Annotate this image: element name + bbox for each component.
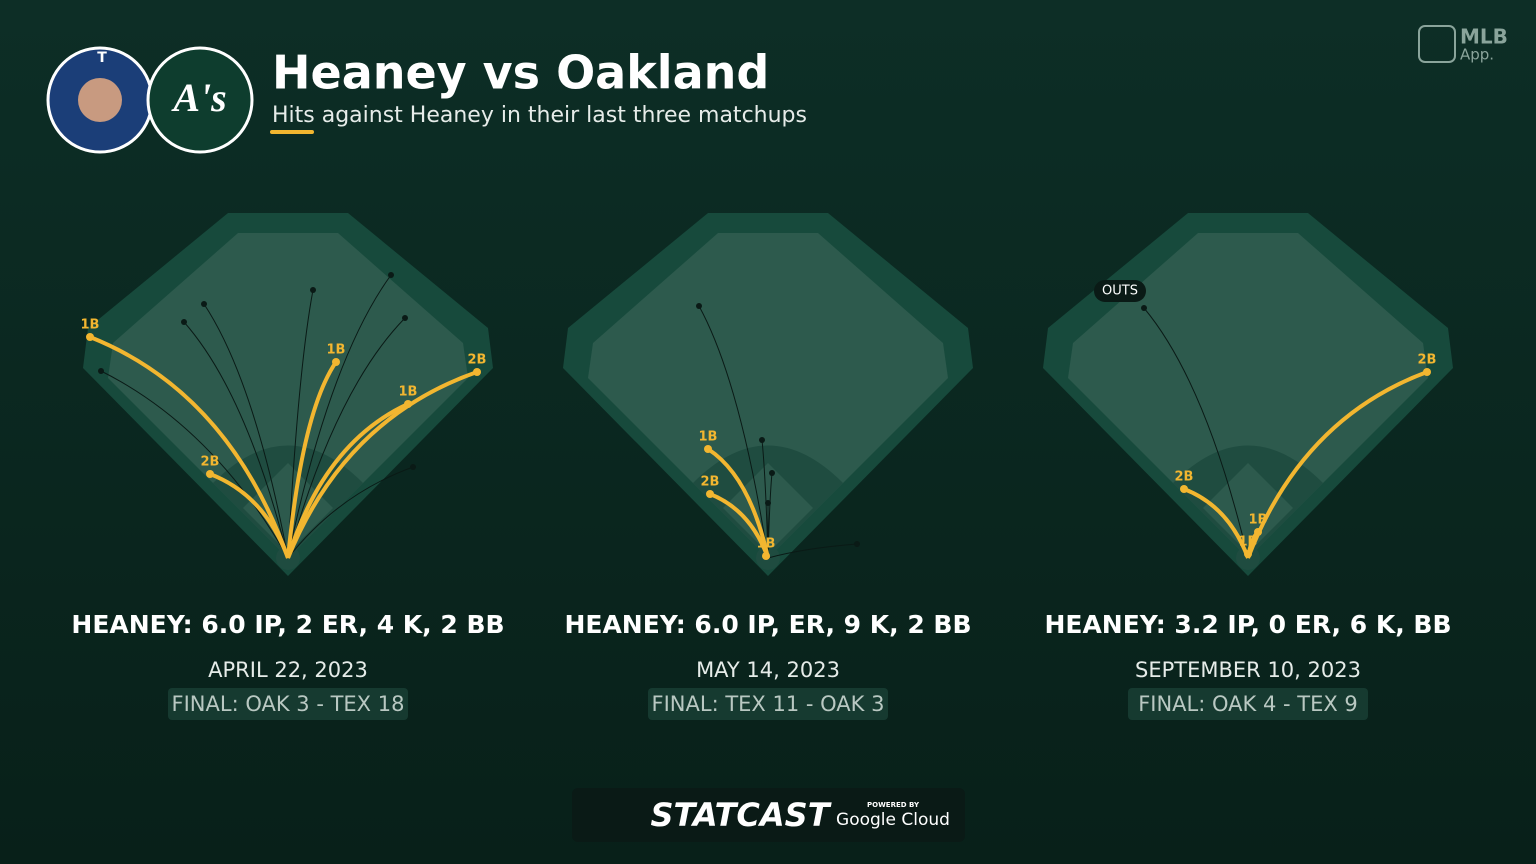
- game-stats: HEANEY: 6.0 IP, 2 ER, 4 K, 2 BB: [71, 610, 504, 639]
- out-dot: [759, 437, 765, 443]
- out-dot: [765, 500, 771, 506]
- game-date: APRIL 22, 2023: [208, 658, 368, 682]
- hit-dot: [1423, 368, 1431, 376]
- hit-dot: [706, 490, 714, 498]
- hit-label: 1B: [399, 385, 418, 400]
- mlb-icon: [1418, 25, 1456, 63]
- cap-logo: T: [97, 50, 107, 66]
- hit-dot: [1180, 485, 1188, 493]
- hit-dot: [1254, 528, 1262, 536]
- hit-path: [286, 370, 478, 559]
- final-box: [648, 688, 888, 720]
- hit-label: 1B: [699, 430, 718, 445]
- hit-path: [709, 492, 770, 559]
- hit-label: 1B: [1249, 513, 1268, 528]
- hit-label: 2B: [1418, 353, 1437, 368]
- out-path: [287, 289, 314, 559]
- game-date: MAY 14, 2023: [696, 658, 840, 682]
- out-dot: [1141, 305, 1147, 311]
- final-box: [168, 688, 408, 720]
- out-dot: [769, 470, 775, 476]
- brand-app: App.: [1460, 46, 1494, 64]
- hit-label: 2B: [1175, 470, 1194, 485]
- hit-path: [286, 360, 338, 559]
- out-dot: [854, 541, 860, 547]
- out-dot: [402, 315, 408, 321]
- game-date: SEPTEMBER 10, 2023: [1135, 658, 1361, 682]
- outs-label: OUTS: [1102, 284, 1138, 299]
- hit-dot: [206, 470, 214, 478]
- hit-path: [89, 335, 290, 559]
- out-path: [761, 439, 769, 559]
- outs-tag: [1094, 280, 1146, 302]
- game-final: FINAL: TEX 11 - OAK 3: [652, 692, 885, 716]
- out-path: [1143, 307, 1249, 559]
- out-dot: [388, 272, 394, 278]
- hit-path: [209, 472, 290, 559]
- game-final: FINAL: OAK 4 - TEX 9: [1138, 692, 1358, 716]
- out-path: [698, 305, 769, 559]
- game-stats: HEANEY: 3.2 IP, 0 ER, 6 K, BB: [1044, 610, 1451, 639]
- hit-label: 1B: [757, 537, 776, 552]
- out-dot: [410, 464, 416, 470]
- hit-label: 2B: [701, 475, 720, 490]
- out-path: [287, 317, 406, 559]
- hit-label: 1B: [1239, 535, 1258, 550]
- out-path: [287, 466, 414, 559]
- hit-path: [1183, 487, 1250, 559]
- hit-dot: [1244, 550, 1252, 558]
- out-dot: [696, 303, 702, 309]
- hit-dot: [704, 445, 712, 453]
- field-outfield: [1068, 233, 1428, 558]
- game-stats: HEANEY: 6.0 IP, ER, 9 K, 2 BB: [564, 610, 971, 639]
- hit-dot: [332, 358, 340, 366]
- infield-grass: [1203, 463, 1293, 553]
- out-dot: [310, 287, 316, 293]
- out-dot: [181, 319, 187, 325]
- brand-name: MLB: [1460, 25, 1508, 49]
- hit-label: 2B: [201, 455, 220, 470]
- out-path: [100, 370, 289, 559]
- hit-label: 1B: [81, 318, 100, 333]
- hit-path: [1246, 370, 1428, 559]
- hit-dot: [86, 333, 94, 341]
- out-path: [767, 543, 858, 559]
- player-face: [78, 78, 122, 122]
- statcast: STATCAST: [650, 796, 831, 834]
- field-outfield: [108, 233, 468, 558]
- hit-label: 1B: [327, 343, 346, 358]
- out-path: [203, 303, 289, 559]
- title: Heaney vs Oakland: [272, 46, 769, 100]
- final-box: [1128, 688, 1368, 720]
- team-logo-text: A's: [170, 75, 226, 120]
- hit-dot: [762, 552, 770, 560]
- hit-label: 2B: [468, 353, 487, 368]
- accent-bar: [270, 130, 314, 134]
- field-outfield: [588, 233, 948, 558]
- game-final: FINAL: OAK 3 - TEX 18: [172, 692, 405, 716]
- out-path: [183, 321, 289, 559]
- footer-box: [572, 788, 965, 842]
- hit-dot: [473, 368, 481, 376]
- out-dot: [98, 368, 104, 374]
- hit-path: [286, 402, 409, 559]
- powered-by: POWERED BY: [867, 801, 920, 809]
- partner: Google Cloud: [836, 810, 950, 830]
- hit-path: [706, 447, 770, 559]
- out-dot: [201, 301, 207, 307]
- subtitle: Hits against Heaney in their last three …: [272, 103, 807, 128]
- out-path: [287, 274, 392, 559]
- team-logo: [146, 46, 254, 154]
